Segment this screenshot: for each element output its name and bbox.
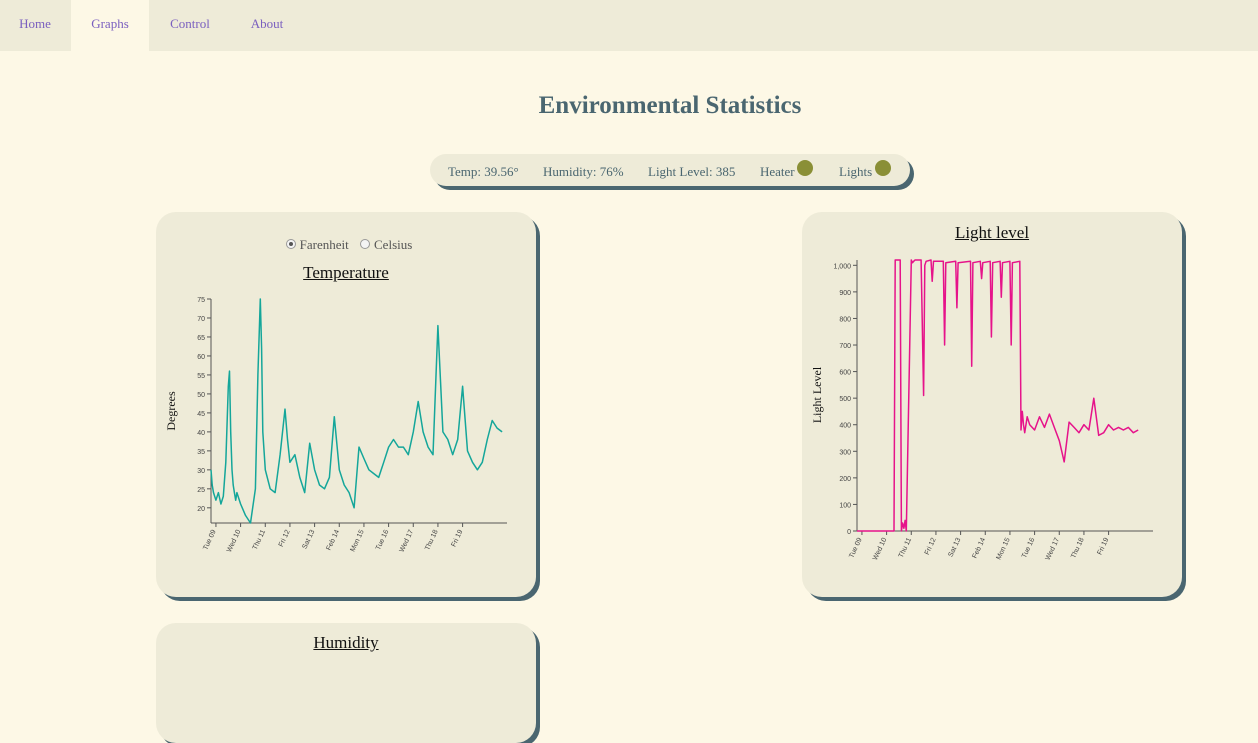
farenheit-label[interactable]: Farenheit — [299, 237, 349, 252]
top-navbar: Home Graphs Control About — [0, 0, 1258, 51]
temperature-chart-title: Temperature — [303, 263, 389, 282]
celsius-radio[interactable] — [360, 239, 371, 249]
temperature-xtick-label: Tue 09 — [202, 529, 217, 552]
temperature-xtick-label: Wed 17 — [399, 529, 416, 554]
nav-tab-home[interactable]: Home — [19, 16, 51, 31]
temperature-series-line — [210, 298, 503, 524]
light-xtick-label: Tue 16 — [1021, 537, 1036, 560]
light-ylabel: Light Level — [810, 366, 824, 423]
humidity-readout: Humidity: 76% — [543, 164, 624, 179]
temperature-xtick-label: Wed 10 — [226, 529, 243, 554]
temperature-ytick-label: 60 — [197, 354, 205, 361]
light-ytick-label: 1,000 — [833, 263, 851, 270]
temperature-ytick-label: 40 — [197, 430, 205, 437]
heater-label: Heater — [760, 164, 795, 179]
light-ytick-label: 800 — [839, 316, 851, 323]
temperature-xtick-label: Thu 18 — [424, 529, 440, 552]
light-ytick-label: 400 — [839, 423, 851, 430]
light-ytick-label: 700 — [839, 343, 851, 350]
nav-tab-graphs[interactable]: Graphs — [71, 0, 149, 51]
light-chart: Light Level 0 100 200 300 400 500 600 700 800 900… — [810, 259, 1153, 562]
nav-tab-about[interactable]: About — [250, 16, 284, 31]
light-xtick-label: Feb 14 — [972, 537, 988, 560]
temperature-chart: Degrees 20 25 30 35 40 45 50 55 60 65 70 75 Tue 09 We… — [164, 297, 507, 554]
light-xtick-label: Fri 19 — [1097, 537, 1111, 556]
temperature-xtick-label: Sat 13 — [302, 529, 317, 550]
light-xtick-label: Thu 11 — [898, 537, 913, 559]
light-ytick-label: 500 — [839, 396, 851, 403]
light-xtick-label: Wed 10 — [872, 537, 889, 562]
temperature-ylabel: Degrees — [164, 391, 178, 431]
lights-label: Lights — [839, 164, 873, 179]
nav-tab-control[interactable]: Control — [170, 16, 210, 31]
light-xtick-label: Mon 15 — [996, 537, 1012, 561]
temperature-xtick-label: Mon 15 — [350, 529, 366, 553]
temperature-card: Farenheit Celsius Temperature Degrees 20… — [156, 212, 536, 597]
light-series-line — [857, 259, 1139, 532]
temperature-xtick-label: Feb 14 — [326, 529, 342, 552]
heater-indicator — [797, 160, 813, 176]
light-xtick-label: Tue 09 — [848, 537, 863, 560]
temperature-ytick-label: 35 — [197, 449, 205, 456]
humidity-chart-title: Humidity — [313, 633, 379, 652]
temperature-ytick-label: 55 — [197, 373, 205, 380]
temperature-xtick-label: Tue 16 — [375, 529, 390, 552]
light-ytick-label: 0 — [847, 529, 851, 536]
light-xtick-label: Sat 13 — [948, 537, 963, 558]
celsius-label[interactable]: Celsius — [374, 237, 413, 252]
light-ytick-label: 100 — [839, 502, 851, 509]
temperature-ytick-label: 75 — [197, 297, 205, 304]
page-title: Environmental Statistics — [538, 92, 802, 119]
light-xtick-label: Fri 12 — [924, 537, 938, 556]
light-xtick-label: Wed 17 — [1045, 537, 1062, 562]
light-ytick-label: 200 — [839, 476, 851, 483]
temperature-ytick-label: 20 — [197, 506, 205, 513]
temperature-ytick-label: 50 — [197, 392, 205, 399]
temperature-ytick-label: 25 — [197, 487, 205, 494]
temperature-xtick-label: Fri 19 — [451, 529, 465, 548]
lights-indicator — [875, 160, 891, 176]
humidity-card: Humidity — [156, 623, 536, 743]
light-ytick-label: 300 — [839, 449, 851, 456]
light-card: Light level Light Level 0 100 200 300 400 500… — [802, 212, 1182, 597]
light-ytick-label: 900 — [839, 290, 851, 297]
temperature-ytick-label: 65 — [197, 335, 205, 342]
temp-readout: Temp: 39.56° — [448, 164, 519, 179]
temperature-xtick-label: Fri 12 — [278, 529, 292, 548]
temperature-ytick-label: 45 — [197, 411, 205, 418]
status-bar: Temp: 39.56° Humidity: 76% Light Level: … — [430, 154, 910, 186]
temperature-ytick-label: 30 — [197, 468, 205, 475]
light-readout: Light Level: 385 — [648, 164, 736, 179]
light-ytick-label: 600 — [839, 370, 851, 377]
temperature-ytick-label: 70 — [197, 316, 205, 323]
unit-toggle: Farenheit Celsius — [156, 237, 536, 253]
light-chart-title: Light level — [954, 223, 1030, 242]
farenheit-radio[interactable] — [285, 239, 296, 249]
temperature-xtick-label: Thu 11 — [252, 529, 267, 551]
light-xtick-label: Thu 18 — [1070, 537, 1086, 560]
